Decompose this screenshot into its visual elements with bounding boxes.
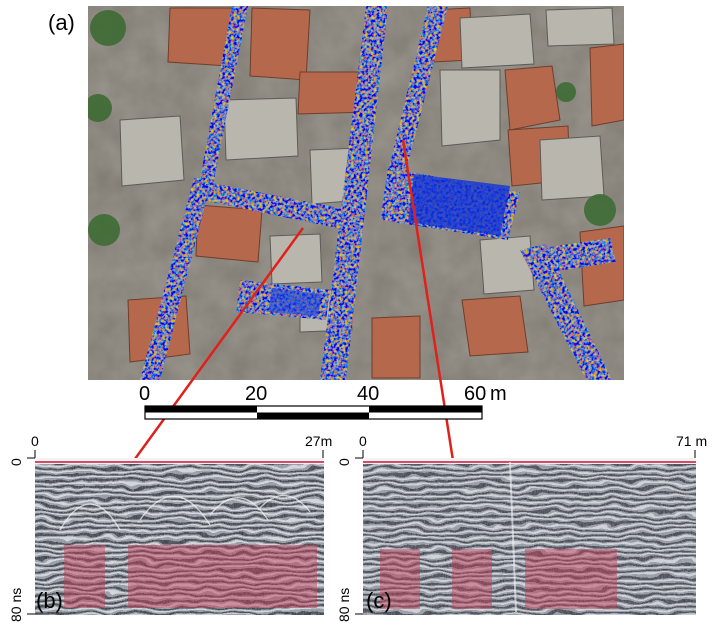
c-distance-start: 0 bbox=[359, 433, 367, 449]
anomaly-box-b1 bbox=[64, 545, 105, 608]
b-distance-end: 27m bbox=[305, 433, 333, 449]
b-distance-start: 0 bbox=[31, 433, 39, 449]
radargram-c bbox=[363, 458, 696, 615]
anomaly-box-c3 bbox=[525, 549, 617, 609]
scale-bar bbox=[144, 405, 483, 420]
panel-b-label: (b) bbox=[36, 588, 63, 613]
aerial-map-panel bbox=[88, 6, 624, 380]
anomaly-box-c2 bbox=[452, 549, 492, 609]
c-distance-end: 71 m bbox=[676, 433, 708, 449]
anomaly-box-b2 bbox=[128, 545, 317, 608]
anomaly-box-c1 bbox=[380, 549, 420, 609]
c-time-start: 0 bbox=[336, 458, 352, 466]
scalebar-tick-60: 60 bbox=[464, 383, 487, 405]
b-time-start: 0 bbox=[8, 458, 24, 466]
scan-blue-patch bbox=[408, 174, 510, 236]
scalebar-tick-0: 0 bbox=[139, 383, 151, 405]
scan-blue-patch bbox=[268, 288, 322, 316]
panel-c-label: (c) bbox=[366, 588, 392, 613]
c-time-end: 80 ns bbox=[336, 587, 352, 622]
radargram-b bbox=[35, 458, 324, 615]
scalebar-unit: m bbox=[490, 383, 507, 405]
panel-a-label: (a) bbox=[48, 10, 75, 35]
b-time-end: 80 ns bbox=[8, 587, 24, 622]
scalebar-tick-40: 40 bbox=[357, 383, 380, 405]
scalebar-tick-20: 20 bbox=[245, 383, 268, 405]
